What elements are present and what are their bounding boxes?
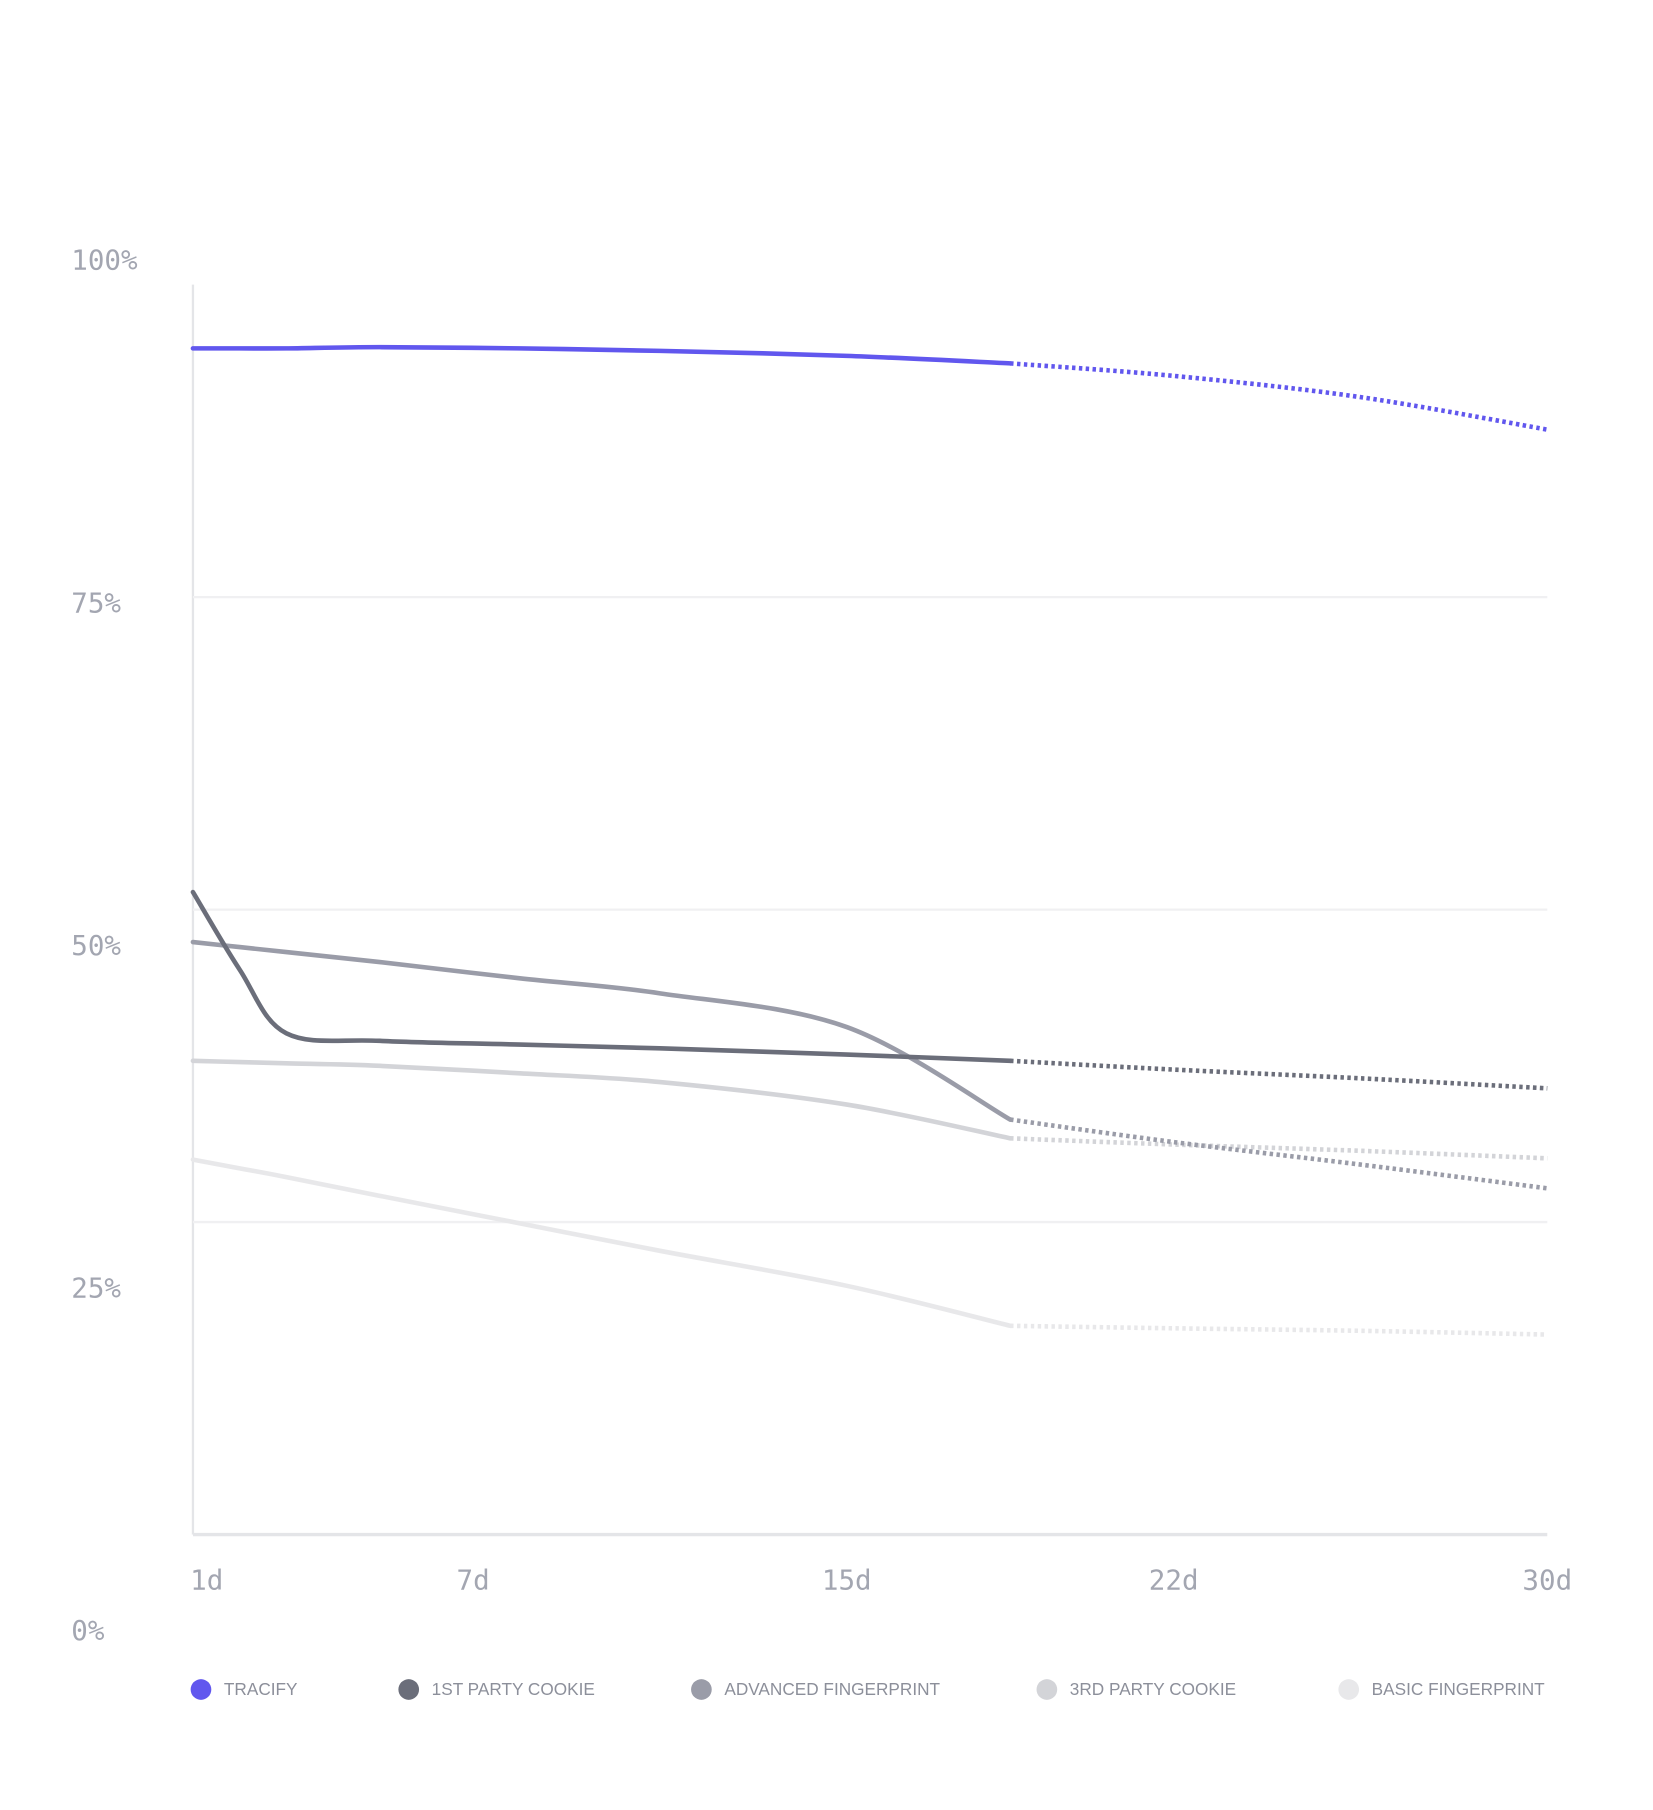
line-series	[190, 344, 1013, 366]
legend-label: TRACIFY	[224, 1679, 298, 1699]
y-tick-label: 0%	[71, 1615, 105, 1647]
legend-label: BASIC FINGERPRINT	[1372, 1679, 1545, 1699]
line-series	[190, 939, 1013, 1122]
x-tick-label: 7d	[457, 1565, 490, 1597]
x-tick-label: 22d	[1149, 1565, 1199, 1597]
y-tick-label: 100%	[71, 245, 138, 277]
legend-marker	[691, 1679, 712, 1700]
line-series	[190, 1058, 1013, 1141]
line-projection	[1010, 1058, 1548, 1091]
legend-marker	[398, 1679, 420, 1700]
y-tick-label: 75%	[71, 587, 121, 619]
y-tick-label: 50%	[71, 930, 121, 962]
legend-marker	[190, 1679, 212, 1700]
x-tick-label: 1d	[190, 1565, 223, 1597]
legend-label: ADVANCED FINGERPRINT	[724, 1679, 940, 1699]
legend-marker	[1036, 1679, 1058, 1700]
line-series	[190, 1157, 1013, 1329]
x-tick-label: 15d	[822, 1565, 872, 1597]
legend-label: 1ST PARTY COOKIE	[432, 1679, 595, 1699]
line-projection	[1009, 1117, 1548, 1191]
x-tick-label: 30d	[1522, 1565, 1572, 1597]
legend-label: 3RD PARTY COOKIE	[1070, 1679, 1236, 1699]
line-projection	[1010, 1136, 1548, 1161]
line-series	[190, 889, 1013, 1064]
y-tick-label: 25%	[71, 1272, 121, 1304]
line-projection	[1010, 1323, 1548, 1337]
line-projection	[1010, 361, 1548, 432]
legend-marker	[1338, 1679, 1360, 1700]
